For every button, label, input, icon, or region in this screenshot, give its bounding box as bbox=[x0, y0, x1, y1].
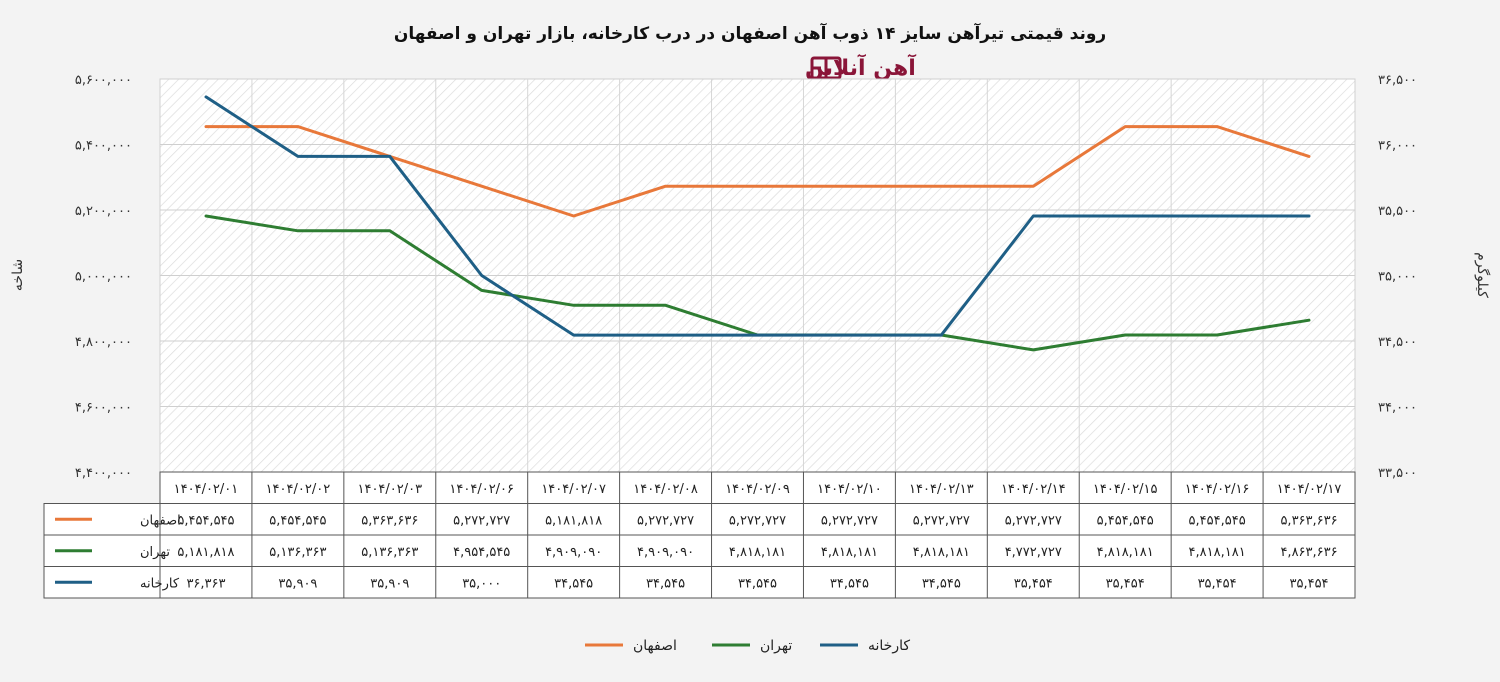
right-axis-tick-label: ۳۳,۵۰۰ bbox=[1378, 466, 1417, 481]
table-cell: ۵,۳۶۳,۶۳۶ bbox=[1280, 513, 1337, 528]
table-cell: ۳۵,۴۵۴ bbox=[1014, 576, 1053, 591]
table-cell: ۴,۹۵۴,۵۴۵ bbox=[453, 545, 510, 560]
right-axis-tick-label: ۳۵,۰۰۰ bbox=[1378, 270, 1417, 285]
right-axis-tick-label: ۳۵,۵۰۰ bbox=[1378, 204, 1417, 219]
left-axis-tick-label: ۴,۶۰۰,۰۰۰ bbox=[75, 401, 132, 416]
right-axis-ticks: ۳۶,۵۰۰ ۳۶,۰۰۰ ۳۵,۵۰۰ ۳۵,۰۰۰ ۳۴,۵۰۰ ۳۴,۰۰۰ ۳۳,۵… bbox=[1378, 73, 1417, 481]
table-header-cell: ۱۴۰۴/۰۲/۰۳ bbox=[357, 482, 422, 497]
table-cell: ۵,۱۸۱,۸۱۸ bbox=[545, 513, 602, 528]
legend: اصفهان تهران کارخانه bbox=[585, 638, 910, 654]
table-cell: ۴,۸۱۸,۱۸۱ bbox=[913, 545, 970, 560]
table-cell: ۳۵,۹۰۹ bbox=[370, 576, 409, 591]
right-axis-tick-label: ۳۶,۵۰۰ bbox=[1378, 73, 1417, 88]
table-header-cell: ۱۴۰۴/۰۲/۰۱ bbox=[174, 482, 239, 497]
table-header-cell: ۱۴۰۴/۰۲/۰۶ bbox=[449, 482, 514, 497]
left-axis-tick-label: ۵,۲۰۰,۰۰۰ bbox=[75, 204, 132, 219]
table-cell: ۵,۱۳۶,۳۶۳ bbox=[269, 545, 326, 560]
right-axis-tick-label: ۳۴,۵۰۰ bbox=[1378, 335, 1417, 350]
table-cell: ۳۴,۵۴۵ bbox=[922, 576, 961, 591]
right-axis-title: کیلوگرم bbox=[1474, 252, 1491, 298]
left-axis-tick-label: ۵,۴۰۰,۰۰۰ bbox=[75, 139, 132, 154]
table-cell: ۴,۹۰۹,۰۹۰ bbox=[637, 545, 694, 560]
left-axis-ticks: ۵,۶۰۰,۰۰۰ ۵,۴۰۰,۰۰۰ ۵,۲۰۰,۰۰۰ ۵,۰۰۰,۰۰۰ ۴,۸۰… bbox=[75, 73, 132, 481]
table-series-name: تهران bbox=[140, 545, 170, 560]
table-series-name: اصفهان bbox=[140, 513, 181, 528]
table-cell: ۵,۲۷۲,۷۲۷ bbox=[1005, 513, 1062, 528]
table-cell: ۳۶,۳۶۳ bbox=[186, 576, 225, 591]
table-cell: ۵,۱۳۶,۳۶۳ bbox=[361, 545, 418, 560]
left-axis-tick-label: ۵,۰۰۰,۰۰۰ bbox=[75, 270, 132, 285]
table-cell: ۵,۲۷۲,۷۲۷ bbox=[453, 513, 510, 528]
table-cell: ۳۵,۴۵۴ bbox=[1198, 576, 1237, 591]
table-cell: ۵,۲۷۲,۷۲۷ bbox=[729, 513, 786, 528]
table-header-row bbox=[159, 471, 1356, 504]
table-header-cell: ۱۴۰۴/۰۲/۱۴ bbox=[1001, 482, 1066, 497]
ahanonline-logo-icon bbox=[810, 56, 842, 80]
table-header-cell: ۱۴۰۴/۰۲/۰۸ bbox=[633, 482, 698, 497]
left-axis-title: شاخه bbox=[10, 259, 26, 291]
table-series-name: کارخانه bbox=[140, 576, 180, 591]
table-cell: ۵,۲۷۲,۷۲۷ bbox=[637, 513, 694, 528]
series-lines bbox=[204, 95, 1311, 352]
table-cell: ۳۵,۹۰۹ bbox=[278, 576, 317, 591]
left-axis-tick-label: ۴,۴۰۰,۰۰۰ bbox=[75, 466, 132, 481]
table-cell: ۴,۹۰۹,۰۹۰ bbox=[545, 545, 602, 560]
table-cell: ۳۴,۵۴۵ bbox=[554, 576, 593, 591]
table-header-cell: ۱۴۰۴/۰۲/۱۵ bbox=[1093, 482, 1158, 497]
table-cell: ۵,۴۵۴,۵۴۵ bbox=[269, 513, 326, 528]
table-header-cell: ۱۴۰۴/۰۲/۱۰ bbox=[817, 482, 882, 497]
legend-label: اصفهان bbox=[633, 638, 677, 654]
table-cell: ۵,۴۵۴,۵۴۵ bbox=[1189, 513, 1246, 528]
table-cell: ۳۵,۰۰۰ bbox=[462, 576, 501, 591]
table-cell: ۳۵,۴۵۴ bbox=[1290, 576, 1329, 591]
table-cell: ۴,۸۶۳,۶۳۶ bbox=[1280, 545, 1337, 560]
table-cell: ۳۴,۵۴۵ bbox=[646, 576, 685, 591]
table-header-cell: ۱۴۰۴/۰۲/۰۹ bbox=[725, 482, 790, 497]
data-table: ۱۴۰۴/۰۲/۰۱ ۱۴۰۴/۰۲/۰۲ ۱۴۰۴/۰۲/۰۳ ۱۴۰۴/۰۲/۰۶… bbox=[43, 471, 1356, 599]
right-axis-tick-label: ۳۶,۰۰۰ bbox=[1378, 139, 1417, 154]
chart-title: روند قیمتی تیرآهن سایز ۱۴ ذوب آهن اصفهان… bbox=[394, 22, 1106, 44]
table-header-cell: ۱۴۰۴/۰۲/۱۶ bbox=[1185, 482, 1250, 497]
table-cell: ۵,۳۶۳,۶۳۶ bbox=[361, 513, 418, 528]
table-cell: ۴,۷۷۲,۷۲۷ bbox=[1005, 545, 1062, 560]
table-cell: ۴,۸۱۸,۱۸۱ bbox=[729, 545, 786, 560]
table-header-cell: ۱۴۰۴/۰۲/۰۲ bbox=[266, 482, 331, 497]
table-cell: ۴,۸۱۸,۱۸۱ bbox=[821, 545, 878, 560]
table-header-cell: ۱۴۰۴/۰۲/۱۳ bbox=[909, 482, 974, 497]
table-header-cell: ۱۴۰۴/۰۲/۱۷ bbox=[1277, 482, 1342, 497]
table-cell: ۵,۱۸۱,۸۱۸ bbox=[177, 545, 234, 560]
table-cell: ۳۵,۴۵۴ bbox=[1106, 576, 1145, 591]
legend-label: تهران bbox=[760, 638, 792, 654]
table-body bbox=[43, 503, 1356, 599]
table-header-cell: ۱۴۰۴/۰۲/۰۷ bbox=[541, 482, 606, 497]
logo: آهن آنلاین bbox=[805, 53, 916, 81]
table-cell: ۴,۸۱۸,۱۸۱ bbox=[1189, 545, 1246, 560]
table-cell: ۴,۸۱۸,۱۸۱ bbox=[1097, 545, 1154, 560]
left-axis-tick-label: ۴,۸۰۰,۰۰۰ bbox=[75, 335, 132, 350]
table-cell: ۳۴,۵۴۵ bbox=[738, 576, 777, 591]
legend-label: کارخانه bbox=[868, 638, 910, 654]
left-axis-tick-label: ۵,۶۰۰,۰۰۰ bbox=[75, 73, 132, 88]
table-cell: ۳۴,۵۴۵ bbox=[830, 576, 869, 591]
right-axis-tick-label: ۳۴,۰۰۰ bbox=[1378, 401, 1417, 416]
table-cell: ۵,۴۵۴,۵۴۵ bbox=[1097, 513, 1154, 528]
table-cell: ۵,۲۷۲,۷۲۷ bbox=[821, 513, 878, 528]
table-cell: ۵,۲۷۲,۷۲۷ bbox=[913, 513, 970, 528]
table-cell: ۵,۴۵۴,۵۴۵ bbox=[177, 513, 234, 528]
series-line bbox=[204, 95, 1311, 337]
